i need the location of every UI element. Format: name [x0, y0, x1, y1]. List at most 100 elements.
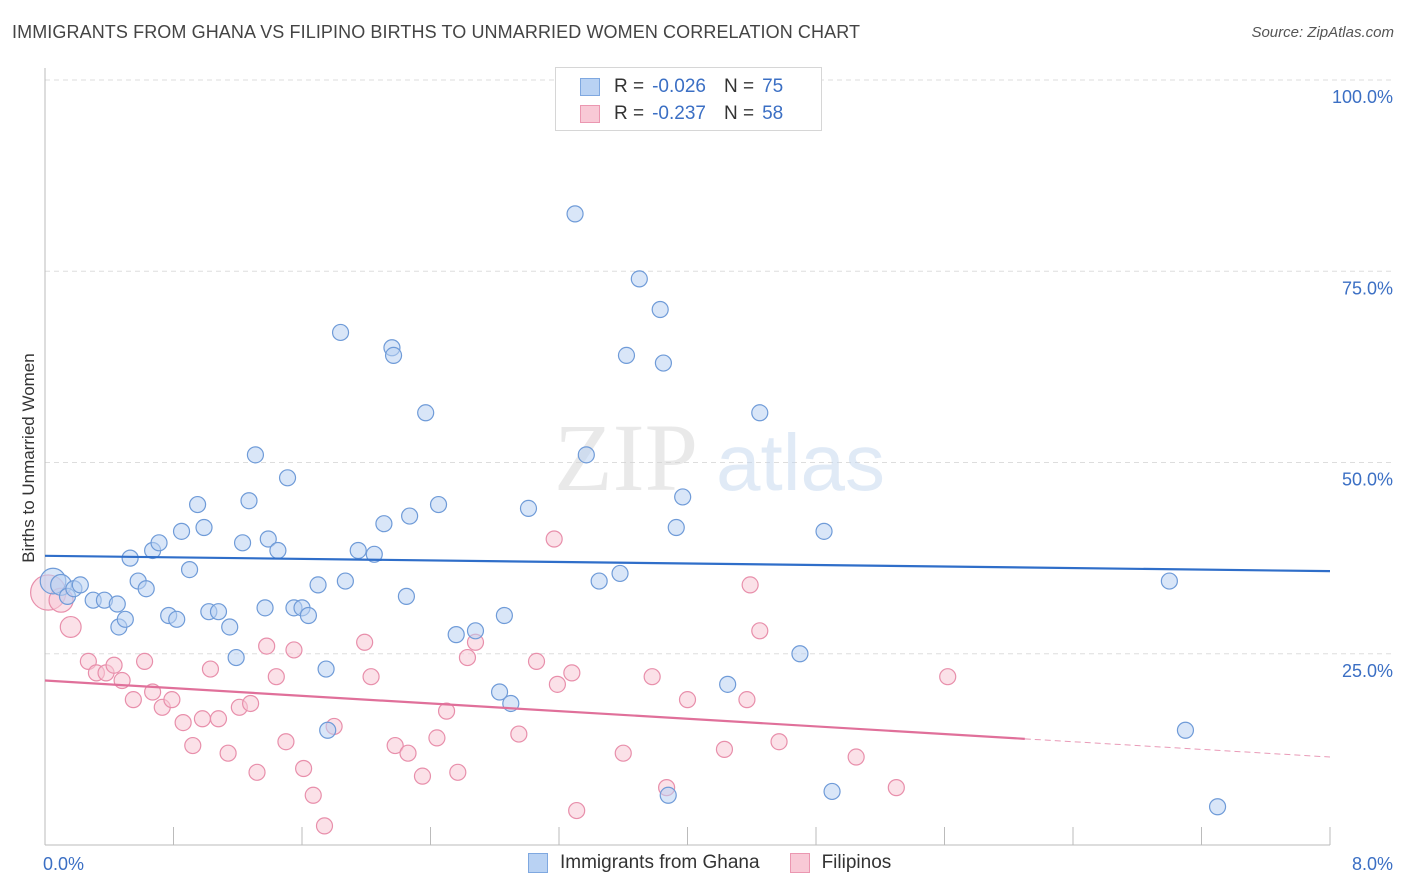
ghana-point — [259, 530, 277, 548]
ghana-point — [309, 576, 327, 594]
filipinos-point — [277, 733, 295, 751]
filipinos-point — [386, 736, 404, 755]
filipinos-point — [304, 786, 322, 804]
ghana-point — [630, 270, 648, 288]
legend-r-value-ghana: -0.026 — [652, 76, 706, 97]
ghana-point — [195, 518, 213, 537]
legend-n-value-ghana: 75 — [762, 76, 784, 97]
filipinos-point — [285, 641, 303, 659]
filipinos-point — [437, 702, 456, 720]
filipinos-point — [362, 668, 380, 686]
ghana-point — [791, 645, 809, 663]
filipinos-point — [105, 656, 123, 674]
filipinos-point — [751, 622, 769, 640]
filipinos-points — [30, 530, 957, 835]
ghana-point — [336, 572, 354, 590]
ghana-point — [667, 518, 685, 537]
filipinos-point — [738, 691, 756, 709]
ghana-point — [227, 648, 245, 667]
filipinos-point — [413, 767, 432, 785]
filipinos-point — [193, 710, 212, 728]
ghana-point — [172, 522, 191, 540]
filipinos-point — [770, 733, 788, 751]
y-axis-label: Births to Unmarried Women — [19, 353, 38, 562]
legend-swatch-ghana — [528, 853, 548, 873]
ghana-trend-line — [44, 554, 1331, 573]
filipinos-point — [887, 779, 905, 797]
legend-item-filipinos[interactable]: Filipinos — [789, 852, 892, 874]
ghana-point — [180, 560, 199, 579]
ghana-point — [1176, 721, 1195, 739]
legend-r-value-filipinos: -0.237 — [652, 103, 706, 124]
legend-item-ghana[interactable]: Immigrants from Ghana — [528, 852, 760, 874]
filipinos-point — [356, 633, 374, 651]
filipinos-point — [563, 664, 581, 682]
y-tick-label: 75.0% — [1342, 278, 1393, 298]
filipinos-point — [184, 736, 202, 755]
watermark-atlas: atlas — [716, 418, 885, 507]
x-tick-label: 8.0% — [1352, 854, 1393, 874]
ghana-point — [71, 576, 89, 594]
filipinos-point — [449, 763, 467, 781]
ghana-point — [384, 346, 403, 364]
ghana-point — [401, 507, 419, 525]
legend-n-value-filipinos: 58 — [762, 103, 784, 124]
ghana-point — [221, 618, 239, 636]
filipinos-point — [248, 763, 266, 781]
ghana-point — [823, 782, 841, 801]
axes — [44, 68, 1331, 846]
legend-label-ghana: Immigrants from Ghana — [560, 852, 760, 873]
filipinos-point — [163, 691, 181, 709]
legend-r-label: R = — [614, 76, 645, 97]
ghana-point — [150, 534, 168, 552]
filipinos-point — [939, 668, 957, 686]
ghana-point — [519, 499, 538, 517]
ghana-point — [168, 610, 186, 628]
ghana-point — [1208, 798, 1227, 816]
ghana-point — [365, 545, 383, 563]
filipinos-point — [201, 660, 220, 678]
chart-title: IMMIGRANTS FROM GHANA VS FILIPINO BIRTHS… — [12, 22, 861, 42]
legend-row-filipinos: R = -0.237 N = 58 — [556, 101, 783, 127]
filipinos-point — [124, 691, 142, 709]
legend-r-label: R = — [614, 103, 645, 124]
filipinos-point — [545, 530, 563, 548]
ghana-point — [317, 660, 335, 678]
ghana-point — [751, 404, 769, 422]
ghana-point — [417, 404, 435, 422]
filipinos-point — [258, 637, 276, 655]
filipinos-point — [219, 744, 237, 762]
filipinos-point — [741, 576, 759, 594]
ghana-point — [299, 606, 318, 625]
filipinos-point — [568, 801, 586, 820]
ghana-point — [331, 323, 350, 342]
filipinos-point — [715, 740, 734, 758]
filipinos-point — [267, 668, 285, 686]
ghana-point — [116, 610, 134, 628]
ghana-point — [137, 580, 155, 598]
filipinos-point — [847, 748, 865, 766]
filipinos-point — [510, 725, 528, 743]
ghana-point — [278, 469, 297, 487]
legend-swatch-ghana — [580, 78, 600, 96]
filipinos-point — [209, 710, 228, 728]
ghana-point — [429, 495, 448, 514]
ghana-points — [39, 205, 1227, 816]
ghana-point — [654, 354, 673, 372]
tick-labels: 25.0% 50.0% 75.0% 100.0% 0.0% 8.0% — [43, 87, 1393, 874]
filipinos-trend-line — [44, 679, 1025, 740]
ghana-point — [240, 492, 258, 510]
ghana-point — [659, 786, 677, 804]
legend-n-label: N = — [723, 103, 755, 124]
ghana-point — [397, 587, 416, 605]
series-legend: Immigrants from Ghana Filipinos — [528, 852, 921, 874]
legend-label-filipinos: Filipinos — [821, 852, 892, 873]
ghana-point — [319, 721, 337, 739]
ghana-point — [466, 622, 485, 640]
ghana-point — [269, 541, 287, 560]
y-tick-label: 100.0% — [1332, 87, 1393, 107]
ghana-point — [375, 515, 393, 533]
ghana-point — [490, 683, 509, 701]
ghana-point — [246, 446, 265, 464]
